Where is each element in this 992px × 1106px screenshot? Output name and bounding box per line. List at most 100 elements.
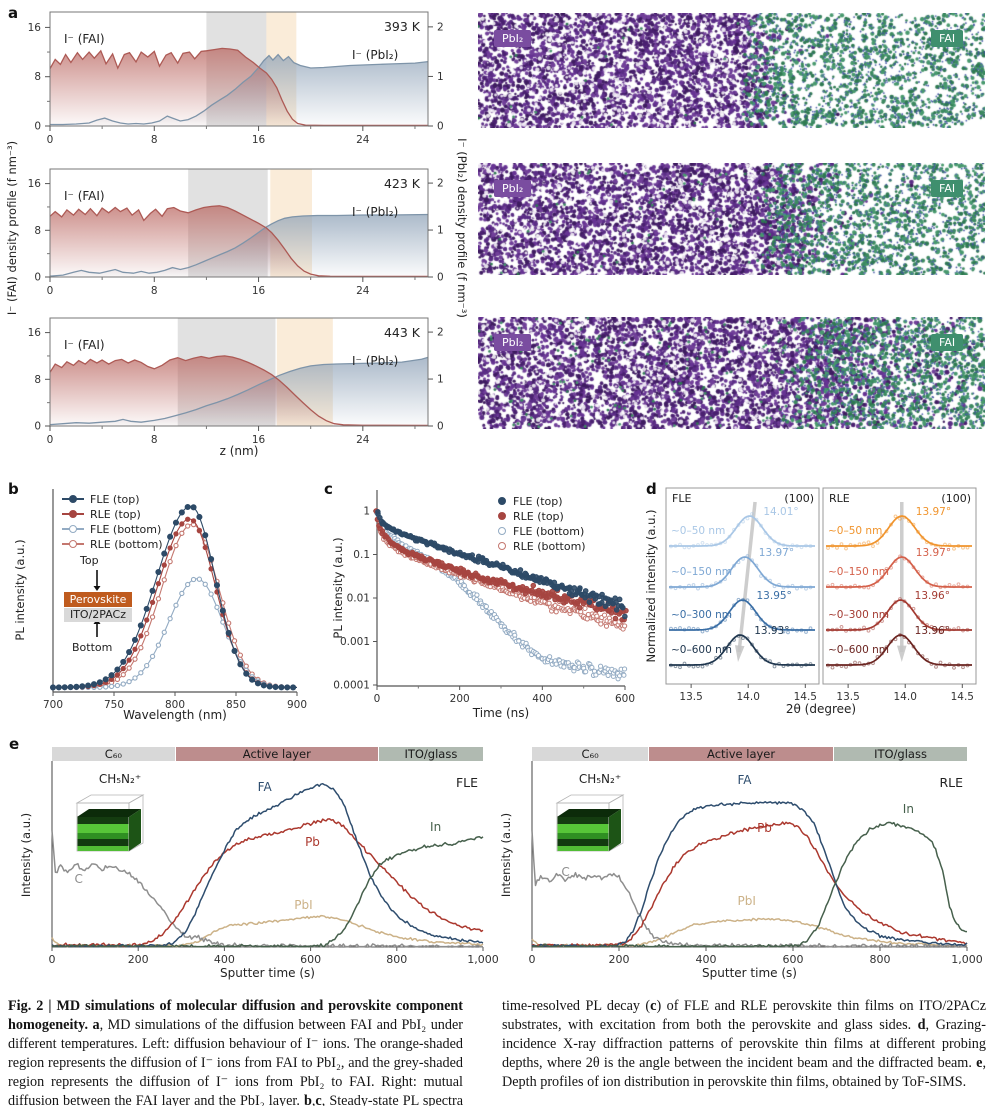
tick-label: 200 xyxy=(128,953,149,966)
tick-label: 800 xyxy=(165,699,185,711)
legend-item: FLE (top) xyxy=(62,492,163,506)
band-c60-fle: C₆₀ xyxy=(52,747,175,761)
series-label-c: C xyxy=(561,865,570,879)
tick-label: 0 xyxy=(437,121,444,133)
tick-label: 0 xyxy=(34,272,41,284)
tick-label: 0 xyxy=(47,434,54,446)
md-simulation-image-393k xyxy=(478,13,985,128)
tick-label: 0 xyxy=(374,693,381,705)
series-label-pbi2-1: I⁻ (PbI₂) xyxy=(352,48,399,62)
legend-label: RLE (bottom) xyxy=(90,537,163,551)
xrd-angle-label: 13.97° xyxy=(758,547,795,559)
xrd-angle-label: 13.96° xyxy=(914,625,950,637)
md-simulation-image-443k xyxy=(478,317,985,429)
series-label-pb: Pb xyxy=(305,835,320,850)
figure-caption-right: time-resolved PL decay (c) of FLE and RL… xyxy=(502,998,986,1090)
xrd-depth-label: ~0–300 nm xyxy=(828,609,889,621)
series-label-fai-2: I⁻ (FAI) xyxy=(64,189,105,203)
tick-label: 14.0 xyxy=(894,691,917,703)
series-label-fai-3: I⁻ (FAI) xyxy=(64,338,105,352)
tick-label: 8 xyxy=(151,134,158,146)
band-ito-glass-rle: ITO/glass xyxy=(834,747,967,761)
tick-label: 13.5 xyxy=(679,691,702,703)
temp-label-393k: 393 K xyxy=(383,19,420,34)
xrd-angle-label: 13.96° xyxy=(914,590,950,602)
series-label-pbi2-3: I⁻ (PbI₂) xyxy=(352,354,399,368)
tick-label: 800 xyxy=(870,953,891,966)
tick-label: 2 xyxy=(437,21,444,33)
tick-label: 1 xyxy=(363,506,370,518)
tick-label: 0 xyxy=(47,134,54,146)
tick-label: 8 xyxy=(34,374,41,386)
tick-label: 0 xyxy=(49,953,56,966)
tick-label: 400 xyxy=(696,953,717,966)
tick-label: 600 xyxy=(300,953,321,966)
legend-item: RLE (bottom) xyxy=(498,539,586,553)
tick-label: 24 xyxy=(356,134,370,146)
xrd-depth-label: ~0–50 nm xyxy=(828,525,883,537)
tof-sims-3d-inset xyxy=(75,794,145,852)
series-label-pbi: PbI xyxy=(294,898,313,913)
tick-label: 0 xyxy=(437,421,444,433)
tick-label: 14.5 xyxy=(951,691,974,703)
inset-perovskite-box: Perovskite xyxy=(64,592,132,607)
band-active-layer-rle: Active layer xyxy=(649,747,834,761)
series-label-in: In xyxy=(430,819,442,834)
tick-label: 13.5 xyxy=(836,691,859,703)
xrd-depth-label: ~0–150 nm xyxy=(671,566,732,578)
band-ito-glass-fle: ITO/glass xyxy=(378,747,483,761)
xrd-angle-label: 13.97° xyxy=(915,547,952,559)
panel-letter-e: e xyxy=(9,735,20,753)
inset-top-label: Top xyxy=(80,554,99,567)
x-axis-label-b: Wavelength (nm) xyxy=(123,708,227,722)
panel-letter-c: c xyxy=(324,480,333,498)
figure-caption-left: Fig. 2 | MD simulations of molecular dif… xyxy=(8,998,463,1106)
xrd-depth-label: ~0–600 nm xyxy=(671,644,732,656)
xrd-angle-label: 13.95° xyxy=(756,590,792,602)
legend-label: RLE (top) xyxy=(90,507,141,521)
xrd-depth-label: ~0–150 nm xyxy=(828,566,889,578)
legend-panel-b: FLE (top) RLE (top) FLE (bottom) RLE (bo… xyxy=(62,492,163,551)
tick-label: 600 xyxy=(783,953,804,966)
tick-label: 0 xyxy=(529,953,536,966)
tick-label: 750 xyxy=(104,699,124,711)
legend-item: FLE (bottom) xyxy=(498,525,586,538)
inset-bottom-label: Bottom xyxy=(72,641,113,654)
xrd-angle-label: 14.01° xyxy=(763,506,799,518)
plot-label-rle: RLE xyxy=(939,775,963,790)
x-axis-label-e-right: Sputter time (s) xyxy=(702,966,797,980)
tick-label: 400 xyxy=(214,953,235,966)
legend-label: RLE (bottom) xyxy=(513,539,586,553)
panel-letter-b: b xyxy=(8,480,19,498)
series-label-pb: Pb xyxy=(757,820,772,835)
tick-label: 8 xyxy=(151,285,158,297)
tick-label: 1 xyxy=(437,71,444,83)
legend-label: FLE (bottom) xyxy=(90,522,162,536)
tick-label: 14.5 xyxy=(794,691,817,703)
legend-item: RLE (top) xyxy=(62,507,163,521)
legend-item: RLE (bottom) xyxy=(62,537,163,551)
tick-label: 0.01 xyxy=(347,593,370,605)
tick-label: 16 xyxy=(28,178,42,190)
legend-marker xyxy=(62,525,84,533)
pbi2-badge-1: PbI₂ xyxy=(494,30,532,47)
tick-label: 8 xyxy=(34,225,41,237)
legend-marker xyxy=(62,510,84,518)
temp-label-443k: 443 K xyxy=(383,325,420,340)
legend-panel-c: FLE (top) RLE (top) FLE (bottom) RLE (bo… xyxy=(498,494,586,553)
legend-label: FLE (top) xyxy=(513,494,563,508)
tof-sims-3d-inset xyxy=(555,794,625,852)
fai-badge-2: FAI xyxy=(931,180,964,197)
tick-label: 16 xyxy=(28,327,42,339)
legend-label: FLE (top) xyxy=(90,492,140,506)
tick-label: 0.1 xyxy=(353,549,370,561)
legend-label: RLE (top) xyxy=(513,509,564,523)
tick-label: 16 xyxy=(252,285,266,297)
legend-item: FLE (top) xyxy=(498,494,586,508)
miller-index-fle: (100) xyxy=(784,492,814,505)
tick-label: 600 xyxy=(615,693,635,705)
xrd-angle-label: 13.97° xyxy=(915,506,952,518)
tick-label: 14.0 xyxy=(737,691,760,703)
